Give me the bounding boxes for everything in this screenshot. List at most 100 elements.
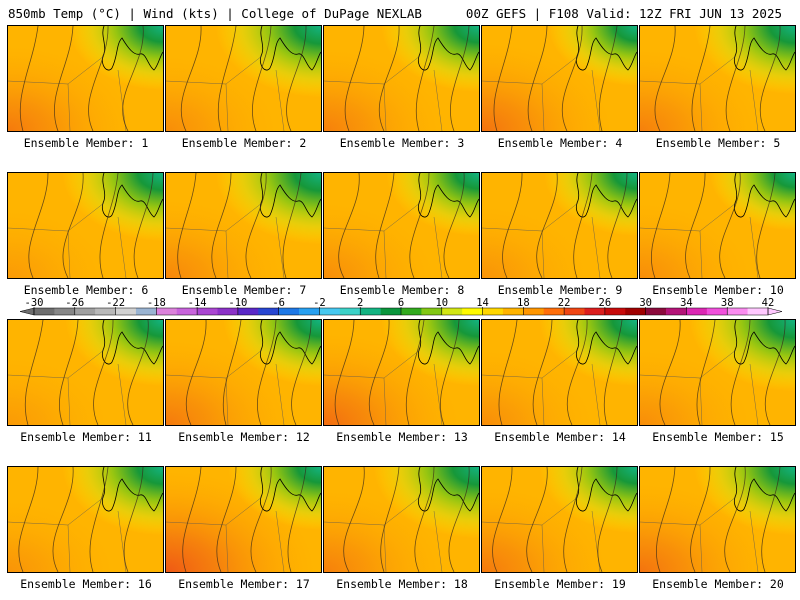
height-contour [245, 173, 267, 278]
colorbar-swatch [604, 308, 626, 315]
height-contour [177, 173, 197, 278]
colorbar-swatch [747, 308, 769, 315]
colorbar-tick-label: 10 [435, 297, 448, 309]
height-contour [338, 173, 360, 278]
coastline [575, 467, 637, 512]
colorbar-swatch [666, 308, 687, 315]
state-borders [166, 496, 285, 572]
coastline [101, 173, 163, 218]
height-contour [286, 26, 307, 131]
height-contour [761, 467, 781, 572]
colorbar-swatch [645, 308, 667, 315]
colorbar-swatch [502, 308, 524, 315]
colorbar-swatch [319, 308, 341, 315]
state-borders [8, 202, 127, 278]
colorbar-tick-label: -30 [25, 297, 44, 309]
colorbar-swatch [421, 308, 443, 315]
height-contour [282, 173, 302, 278]
colorbar-swatch [543, 308, 565, 315]
coastline [733, 467, 795, 512]
height-contour [756, 173, 776, 278]
colorbar-swatch [74, 308, 96, 315]
ensemble-member-map [7, 172, 164, 279]
colorbar-swatch [115, 308, 137, 315]
height-contour [24, 320, 44, 425]
coastline [417, 320, 479, 365]
coastline [733, 26, 795, 71]
ensemble-member-label: Ensemble Member: 12 [178, 430, 310, 444]
map-title: 850mb Temp (°C) | Wind (kts) | College o… [8, 6, 422, 21]
colorbar-swatch [299, 308, 320, 315]
colorbar-swatch [278, 308, 300, 315]
height-contour [368, 320, 390, 425]
height-contour [334, 320, 355, 425]
colorbar-swatch [686, 308, 708, 315]
colorbar-tick-label: -14 [188, 297, 207, 309]
state-borders [640, 55, 759, 131]
colorbar-swatch [625, 308, 646, 315]
height-contour [607, 173, 628, 278]
colorbar-swatch [217, 308, 239, 315]
height-contour [99, 173, 119, 278]
colorbar-tick-label: 26 [599, 297, 612, 309]
height-contour [380, 467, 400, 572]
ensemble-member-label: Ensemble Member: 10 [652, 283, 784, 297]
height-contour [182, 467, 202, 572]
ensemble-member-label: Ensemble Member: 14 [494, 430, 626, 444]
height-contour [415, 26, 435, 131]
height-contour [526, 467, 548, 572]
height-contour [217, 26, 237, 131]
temperature-field [166, 320, 321, 425]
height-contour [764, 320, 786, 425]
height-contour [127, 320, 149, 425]
colorbar-arrow-left [19, 307, 35, 316]
height-contour [566, 320, 588, 425]
state-borders [166, 349, 285, 425]
height-contour [19, 26, 39, 131]
height-contour [448, 467, 470, 572]
ensemble-member-label: Ensemble Member: 3 [339, 136, 465, 150]
height-contour [216, 467, 237, 572]
height-contour [719, 173, 741, 278]
height-contour [405, 320, 425, 425]
colorbar-tick-label: 2 [357, 297, 363, 309]
height-contour [344, 26, 365, 131]
height-contour [251, 26, 272, 131]
ensemble-member-label: Ensemble Member: 16 [20, 577, 152, 591]
height-contour [598, 26, 618, 131]
colorbar-tick-label: 42 [762, 297, 775, 309]
height-contour [654, 26, 676, 131]
state-borders [482, 349, 601, 425]
ensemble-member-map [165, 172, 322, 279]
ensemble-member-label: Ensemble Member: 6 [23, 283, 149, 297]
coastline [417, 173, 479, 218]
temperature-field [8, 320, 163, 425]
colorbar-swatch [380, 308, 402, 315]
height-contour [414, 467, 435, 572]
height-contour [443, 173, 465, 278]
state-borders [324, 55, 443, 131]
temperature-field [482, 320, 637, 425]
colorbar-swatch [95, 308, 116, 315]
colorbar-swatch [237, 308, 259, 315]
colorbar-swatch [339, 308, 361, 315]
height-contour [696, 320, 716, 425]
coastline [575, 173, 637, 218]
ensemble-member-map [7, 319, 164, 426]
state-borders [640, 202, 759, 278]
height-contour [659, 320, 681, 425]
temperature-field [166, 26, 321, 131]
temperature-field [640, 26, 795, 131]
state-borders [8, 55, 127, 131]
height-contour [655, 467, 676, 572]
state-borders [640, 496, 759, 572]
height-contour [449, 26, 470, 131]
ensemble-member-map [639, 466, 796, 573]
height-contour [378, 26, 400, 131]
state-borders [324, 349, 443, 425]
height-contour [18, 467, 39, 572]
colorbar-tick-label: 18 [517, 297, 530, 309]
colorbar-swatch [727, 308, 748, 315]
run-valid-time: 00Z GEFS | F108 Valid: 12Z FRI JUN 13 20… [465, 6, 782, 21]
state-borders [324, 496, 443, 572]
